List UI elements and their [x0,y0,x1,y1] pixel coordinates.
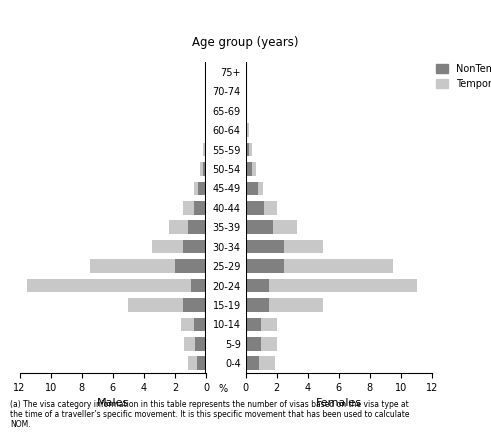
Bar [252,162,256,176]
Bar [129,298,183,312]
Bar [246,201,264,214]
Bar [246,182,258,195]
Bar [246,298,269,312]
Bar [269,298,323,312]
Bar [246,162,252,176]
Bar [203,162,206,176]
Bar [258,182,263,195]
Bar [246,259,284,273]
Bar [261,337,276,351]
Bar [185,337,195,351]
Bar [246,279,269,292]
Bar [246,221,273,234]
Bar [205,123,206,137]
Bar [181,317,194,331]
Bar [246,317,261,331]
Bar [284,259,393,273]
Bar [246,337,261,351]
Bar [194,201,206,214]
Text: Age group (years): Age group (years) [192,36,299,49]
Bar [200,162,203,176]
X-axis label: Females: Females [316,398,362,408]
Bar [198,182,206,195]
Bar [205,143,206,156]
Bar [175,259,206,273]
Bar [246,123,247,137]
X-axis label: Males: Males [97,398,129,408]
Bar [27,279,191,292]
Bar [203,143,205,156]
Bar [246,240,284,254]
Bar [183,298,206,312]
Bar [152,240,183,254]
Bar [246,357,259,370]
Bar [247,123,248,137]
Bar [197,357,206,370]
Bar [195,337,206,351]
Bar [89,259,175,273]
Legend: NonTemporary, Temporary: NonTemporary, Temporary [434,61,491,91]
Bar [261,317,276,331]
Text: %: % [219,384,228,394]
Bar [183,240,206,254]
Bar [264,201,276,214]
Bar [188,357,197,370]
Bar [183,201,194,214]
Bar [273,221,297,234]
Bar [284,240,323,254]
Bar [246,143,248,156]
Bar [248,143,252,156]
Bar [188,221,206,234]
Bar [259,357,275,370]
Bar [194,182,198,195]
Bar [194,317,206,331]
Bar [191,279,206,292]
Bar [169,221,188,234]
Bar [269,279,416,292]
Text: (a) The visa category information in this table represents the number of visas b: (a) The visa category information in thi… [10,400,409,429]
